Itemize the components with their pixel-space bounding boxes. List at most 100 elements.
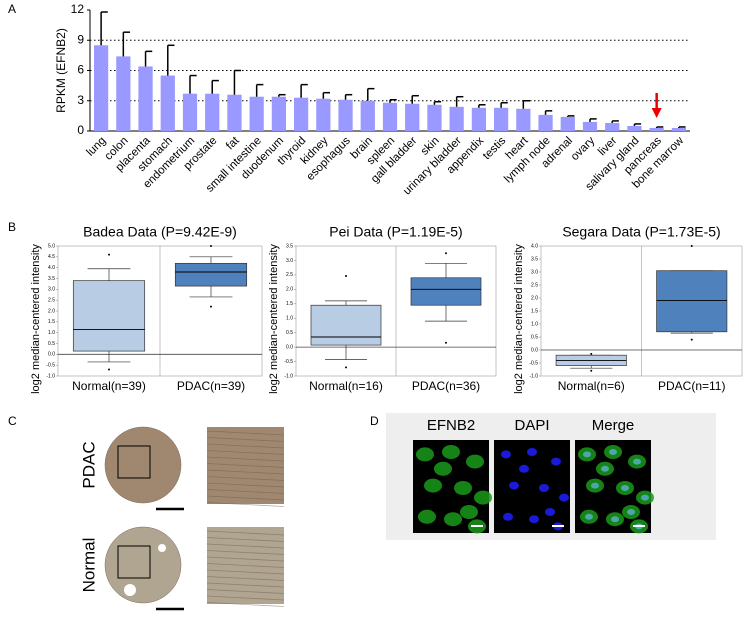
texture xyxy=(206,569,285,575)
bar xyxy=(116,56,131,132)
bar xyxy=(382,102,398,131)
y-tick-label: 3.5 xyxy=(48,276,55,282)
bar xyxy=(338,99,353,131)
cell xyxy=(444,512,462,527)
nucleus xyxy=(621,485,629,491)
bar xyxy=(138,66,153,131)
panel-label: B xyxy=(8,220,16,234)
texture xyxy=(206,437,285,442)
nucleus xyxy=(583,451,591,458)
texture xyxy=(206,595,285,601)
y-tick-label: 4.0 xyxy=(531,243,538,249)
nucleus xyxy=(611,516,619,523)
bar xyxy=(627,125,642,131)
outlier xyxy=(690,245,693,247)
y-tick-label: 4.5 xyxy=(48,254,55,260)
cell xyxy=(434,461,452,476)
bar xyxy=(405,103,420,131)
bar xyxy=(160,75,175,131)
y-tick-label: -1.0 xyxy=(529,373,538,379)
y-tick-label: 2.5 xyxy=(531,282,538,288)
y-tick-label: 2.0 xyxy=(286,287,293,293)
texture xyxy=(206,482,285,488)
panel-label: C xyxy=(8,414,17,428)
x-tick-label: PDAC(n=36) xyxy=(412,379,480,393)
x-tick-label: Normal(n=16) xyxy=(309,379,383,393)
cell xyxy=(416,447,434,462)
cell xyxy=(454,481,472,495)
panel-label: D xyxy=(370,414,379,428)
column-label: EFNB2 xyxy=(427,417,475,434)
y-tick-label: 0.5 xyxy=(48,341,55,347)
bar xyxy=(605,122,620,131)
x-tick-label: Normal(n=6) xyxy=(558,379,625,393)
nucleus xyxy=(509,481,519,490)
nucleus xyxy=(551,457,561,466)
box xyxy=(174,262,248,287)
y-tick-label: 0.5 xyxy=(531,334,538,340)
cell xyxy=(424,478,442,493)
y-tick-label: 3 xyxy=(77,93,84,107)
texture xyxy=(206,543,285,549)
y-tick-label: 1.5 xyxy=(531,308,538,314)
y-tick-label: 9 xyxy=(77,32,84,46)
nucleus xyxy=(503,512,513,521)
outlier xyxy=(108,368,110,371)
bar xyxy=(271,96,286,131)
texture xyxy=(206,502,285,507)
y-tick-label: -1.0 xyxy=(284,373,293,379)
row-label: PDAC xyxy=(79,441,98,488)
x-tick-label: testis xyxy=(481,135,509,163)
texture xyxy=(206,443,285,449)
outlier xyxy=(108,253,110,256)
x-tick-label: ovary xyxy=(569,135,598,164)
nucleus xyxy=(539,484,549,492)
outlier xyxy=(445,252,447,255)
cell xyxy=(474,490,492,505)
texture xyxy=(206,563,285,568)
y-tick-label: 3.0 xyxy=(48,287,55,293)
nucleus xyxy=(601,465,609,472)
outlier xyxy=(210,305,212,308)
cell xyxy=(460,505,478,519)
y-tick-label: -0.5 xyxy=(529,360,538,366)
box xyxy=(72,280,146,352)
zoom-box xyxy=(117,545,151,579)
outlier xyxy=(690,338,693,341)
y-tick-label: 3.5 xyxy=(286,243,293,249)
y-tick-label: 2.5 xyxy=(48,297,55,303)
bar xyxy=(538,114,553,131)
bar xyxy=(427,104,442,131)
texture xyxy=(206,450,285,455)
nucleus xyxy=(609,449,617,455)
texture xyxy=(206,430,285,436)
arrow-head xyxy=(651,108,662,118)
bar xyxy=(182,93,198,131)
chart-title: Badea Data (P=9.42E-9) xyxy=(83,224,237,240)
texture xyxy=(206,576,285,581)
y-axis-label: log2 median-centered intensity xyxy=(268,244,280,394)
y-tick-label: 1.0 xyxy=(531,321,538,327)
bar xyxy=(494,107,509,131)
texture xyxy=(206,537,285,542)
bar xyxy=(671,127,686,131)
texture xyxy=(206,476,285,481)
y-tick-label: -0.5 xyxy=(46,362,55,368)
y-tick-label: 5.0 xyxy=(48,243,55,249)
y-tick-label: 2.0 xyxy=(48,308,55,314)
y-tick-label: 0.0 xyxy=(286,344,293,350)
y-tick-label: 2.0 xyxy=(531,295,538,301)
y-tick-label: 1.5 xyxy=(48,319,55,325)
x-tick-label: Normal(n=39) xyxy=(72,379,146,393)
nucleus xyxy=(641,494,649,501)
bar xyxy=(227,94,242,131)
outlier xyxy=(210,245,212,247)
outlier xyxy=(345,366,347,369)
texture xyxy=(206,602,285,607)
y-tick-label: 4.0 xyxy=(48,265,55,271)
chart-title: Pei Data (P=1.19E-5) xyxy=(329,224,462,240)
bar xyxy=(316,98,331,131)
y-tick-label: 0.5 xyxy=(286,330,293,336)
bar xyxy=(205,93,220,131)
bar xyxy=(516,108,531,131)
